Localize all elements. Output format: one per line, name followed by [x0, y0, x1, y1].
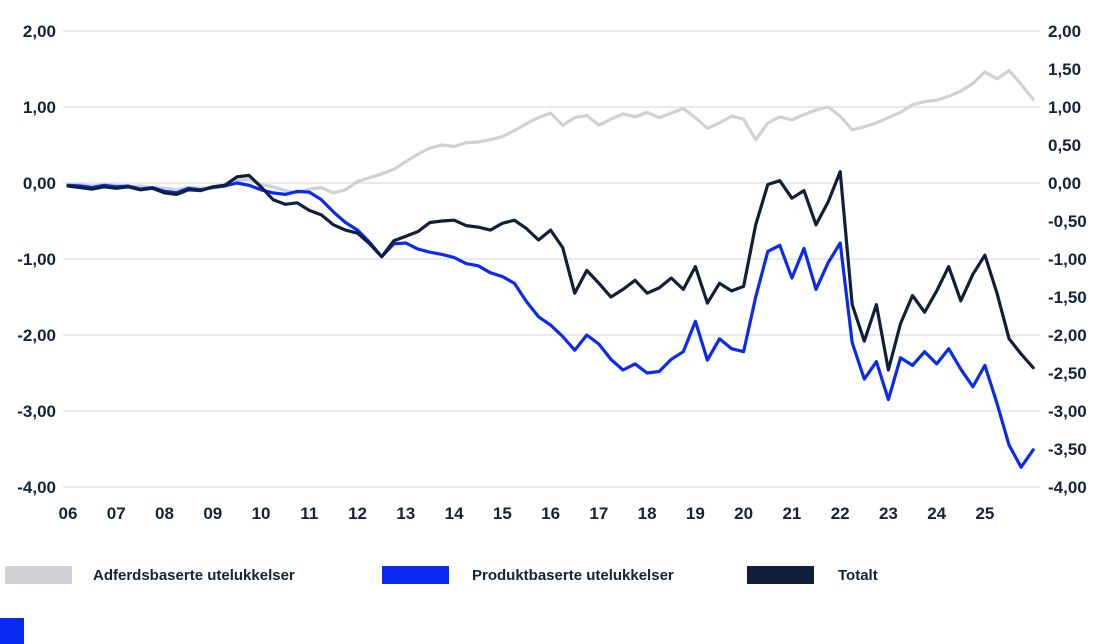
y-axis-tick-right: -1,50: [1048, 288, 1087, 307]
footer-accent-square: [0, 618, 24, 644]
series-line-adferdsbaserte: [66, 68, 1035, 195]
x-axis-tick: 13: [396, 504, 415, 523]
x-axis-tick: 25: [975, 504, 994, 523]
x-axis-tick: 12: [348, 504, 367, 523]
y-axis-tick-right: -2,50: [1048, 364, 1087, 383]
x-axis-tick: 24: [927, 504, 946, 523]
x-axis-tick: 15: [493, 504, 512, 523]
y-axis-tick-right: -0,50: [1048, 212, 1087, 231]
x-axis-tick: 21: [782, 504, 801, 523]
y-axis-tick-right: 1,00: [1048, 98, 1081, 117]
x-axis-tick: 19: [686, 504, 705, 523]
x-axis-tick: 17: [589, 504, 608, 523]
x-axis-tick: 18: [638, 504, 657, 523]
y-axis-tick-right: 0,50: [1048, 136, 1081, 155]
y-axis-tick-right: -3,00: [1048, 402, 1087, 421]
legend-label-adferdsbaserte: Adferdsbaserte utelukkelser: [93, 567, 295, 584]
series-line-produktbaserte: [66, 181, 1035, 469]
y-axis-tick-right: 1,50: [1048, 60, 1081, 79]
y-axis-tick-right: 0,00: [1048, 174, 1081, 193]
x-axis-tick: 14: [445, 504, 464, 523]
legend-swatch-totalt: [747, 566, 814, 584]
y-axis-tick-left: -2,00: [17, 326, 56, 345]
y-axis-tick-right: 2,00: [1048, 22, 1081, 41]
y-axis-tick-left: -1,00: [17, 250, 56, 269]
x-axis-tick: 16: [541, 504, 560, 523]
x-axis-tick: 22: [831, 504, 850, 523]
legend-label-totalt: Totalt: [838, 567, 878, 584]
legend-label-produktbaserte: Produktbaserte utelukkelser: [472, 567, 674, 584]
x-axis-tick: 06: [59, 504, 78, 523]
series-line-totalt: [66, 170, 1035, 372]
x-axis-tick: 10: [252, 504, 271, 523]
y-axis-tick-right: -2,00: [1048, 326, 1087, 345]
y-axis-tick-left: -3,00: [17, 402, 56, 421]
x-axis-tick: 09: [203, 504, 222, 523]
x-axis-tick: 20: [734, 504, 753, 523]
legend-swatch-adferdsbaserte: [5, 566, 72, 584]
y-axis-tick-right: -4,00: [1048, 478, 1087, 497]
y-axis-tick-right: -1,00: [1048, 250, 1087, 269]
legend-swatch-produktbaserte: [382, 566, 449, 584]
x-axis-tick: 08: [155, 504, 174, 523]
y-axis-tick-left: -4,00: [17, 478, 56, 497]
y-axis-tick-left: 1,00: [23, 98, 56, 117]
x-axis-tick: 07: [107, 504, 126, 523]
chart-legend: Adferdsbaserte utelukkelser Produktbaser…: [0, 565, 1101, 587]
x-axis-tick: 23: [879, 504, 898, 523]
y-axis-tick-left: 2,00: [23, 22, 56, 41]
x-axis-tick: 11: [300, 504, 318, 523]
y-axis-tick-left: 0,00: [23, 174, 56, 193]
y-axis-tick-right: -3,50: [1048, 440, 1087, 459]
